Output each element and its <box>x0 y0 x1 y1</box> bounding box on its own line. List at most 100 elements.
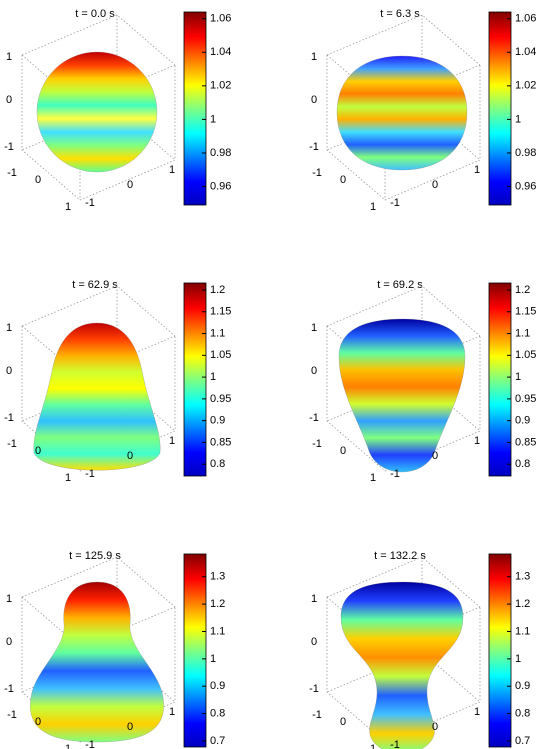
x-tick-label: 1 <box>370 743 376 749</box>
axis-box <box>21 285 176 337</box>
colorbar-tick-label: 0.9 <box>515 680 530 692</box>
axis-box <box>21 325 176 377</box>
z-tick-label: -1 <box>309 412 319 424</box>
z-tick-label: 0 <box>6 636 12 648</box>
y-tick-label: 0 <box>127 721 133 733</box>
z-tick-label: 0 <box>6 365 12 377</box>
colorbar-tick-label: 1 <box>515 653 521 665</box>
z-tick-label: 1 <box>311 322 317 334</box>
colorbar <box>488 11 512 206</box>
axis-box <box>326 556 481 608</box>
y-tick-label: -1 <box>390 197 400 209</box>
x-tick-label: 0 <box>35 174 41 186</box>
y-tick-label: 0 <box>432 450 438 462</box>
axis-box <box>21 14 176 66</box>
colorbar-tick-label: 1.2 <box>210 284 225 296</box>
colorbar-tick-label: 1.1 <box>210 327 225 339</box>
x-tick-label: 1 <box>65 472 71 484</box>
colorbar <box>183 553 207 748</box>
colorbar-tick-label: 0.9 <box>515 415 530 427</box>
z-tick-label: 1 <box>6 593 12 605</box>
colorbar-tick-label: 0.8 <box>210 708 225 720</box>
colorbar-tick-label: 1 <box>515 371 521 383</box>
colorbar-tick-label: 1.2 <box>515 598 530 610</box>
y-tick-label: 1 <box>474 435 480 447</box>
colorbar-tick-label: 0.7 <box>210 735 225 747</box>
y-tick-label: 0 <box>127 179 133 191</box>
panel: t = 125.9 s -1 0 1 -1 0 1 -1 0 1 1.3 1.2 1.1 1 0.9 0.8 0… <box>4 550 225 749</box>
colorbar-tick-label: 1.02 <box>515 80 536 92</box>
surface <box>36 51 158 173</box>
colorbar-tick-label: 1.3 <box>515 571 530 583</box>
axis-box <box>116 651 176 703</box>
x-tick-label: 0 <box>35 716 41 728</box>
colorbar-tick-label: 1.2 <box>210 598 225 610</box>
colorbar-tick-label: 0.95 <box>210 393 231 405</box>
colorbar-tick-label: 1.02 <box>210 80 231 92</box>
panel: t = 69.2 s -1 0 1 -1 0 1 -1 0 1 1.2 1.15 1.1 1.05 1 0.9… <box>309 279 536 484</box>
panel-title: t = 0.0 s <box>75 8 115 20</box>
colorbar-tick-label: 1.15 <box>515 306 536 318</box>
y-tick-label: -1 <box>390 468 400 480</box>
colorbar-tick-label: 1.1 <box>515 327 530 339</box>
colorbar-tick-label: 0.8 <box>210 458 225 470</box>
colorbar-tick-label: 1.06 <box>210 13 231 25</box>
x-tick-label: 1 <box>65 743 71 749</box>
panel: t = 6.3 s -1 0 1 -1 0 1 -1 0 1 1.06 1.04 1.02 1 0.98 0.… <box>309 8 536 213</box>
panel-title: t = 69.2 s <box>377 279 423 291</box>
y-tick-label: 0 <box>432 721 438 733</box>
panel: t = 132.2 s -1 0 1 -1 0 1 -1 0 1 1.3 1.2 1.1 1 0.9 0.8 0… <box>309 550 530 749</box>
axis-box <box>421 651 481 703</box>
colorbar-tick-label: 0.9 <box>210 680 225 692</box>
axis-box <box>116 380 176 432</box>
x-tick-label: 0 <box>35 445 41 457</box>
colorbar-tick-label: 0.96 <box>210 180 231 192</box>
colorbar-tick-label: 0.96 <box>515 180 536 192</box>
colorbar-tick-label: 1.04 <box>210 46 231 58</box>
colorbar-tick-label: 1.06 <box>515 13 536 25</box>
z-tick-label: -1 <box>4 412 14 424</box>
colorbar-tick-label: 1.2 <box>515 284 530 296</box>
y-tick-label: -1 <box>390 739 400 749</box>
y-tick-label: -1 <box>85 468 95 480</box>
colorbar-tick-label: 0.9 <box>210 415 225 427</box>
colorbar-tick-label: 1.15 <box>210 306 231 318</box>
x-tick-label: -1 <box>312 167 322 179</box>
x-tick-label: -1 <box>7 438 17 450</box>
surface <box>33 322 161 471</box>
x-tick-label: 0 <box>340 174 346 186</box>
surface <box>338 318 466 472</box>
axis-box <box>326 285 481 337</box>
y-tick-label: 1 <box>474 164 480 176</box>
panel-title: t = 125.9 s <box>69 550 121 562</box>
x-tick-label: -1 <box>7 709 17 721</box>
z-tick-label: 1 <box>6 51 12 63</box>
x-tick-label: 1 <box>370 201 376 213</box>
colorbar-tick-label: 0.7 <box>515 735 530 747</box>
z-tick-label: 0 <box>311 636 317 648</box>
z-tick-label: 1 <box>311 51 317 63</box>
colorbar-tick-label: 1.05 <box>515 349 536 361</box>
colorbar-tick-label: 1 <box>515 113 521 125</box>
colorbar <box>183 282 207 477</box>
colorbar-tick-label: 0.95 <box>515 393 536 405</box>
colorbar-tick-label: 1 <box>210 371 216 383</box>
x-tick-label: -1 <box>312 709 322 721</box>
x-tick-label: 1 <box>65 201 71 213</box>
colorbar-tick-label: 0.8 <box>515 458 530 470</box>
colorbar-tick-label: 0.98 <box>515 147 536 159</box>
z-tick-label: -1 <box>4 683 14 695</box>
z-tick-label: 0 <box>311 94 317 106</box>
x-tick-label: 1 <box>370 472 376 484</box>
surface <box>30 581 164 743</box>
axis-box <box>21 54 176 106</box>
colorbar-tick-label: 1.04 <box>515 46 536 58</box>
colorbar-tick-label: 1 <box>210 113 216 125</box>
axis-box <box>326 54 481 106</box>
y-tick-label: 0 <box>432 179 438 191</box>
panel-title: t = 132.2 s <box>374 550 426 562</box>
colorbar-tick-label: 0.85 <box>210 436 231 448</box>
colorbar <box>488 553 512 748</box>
colorbar-tick-label: 1 <box>210 653 216 665</box>
